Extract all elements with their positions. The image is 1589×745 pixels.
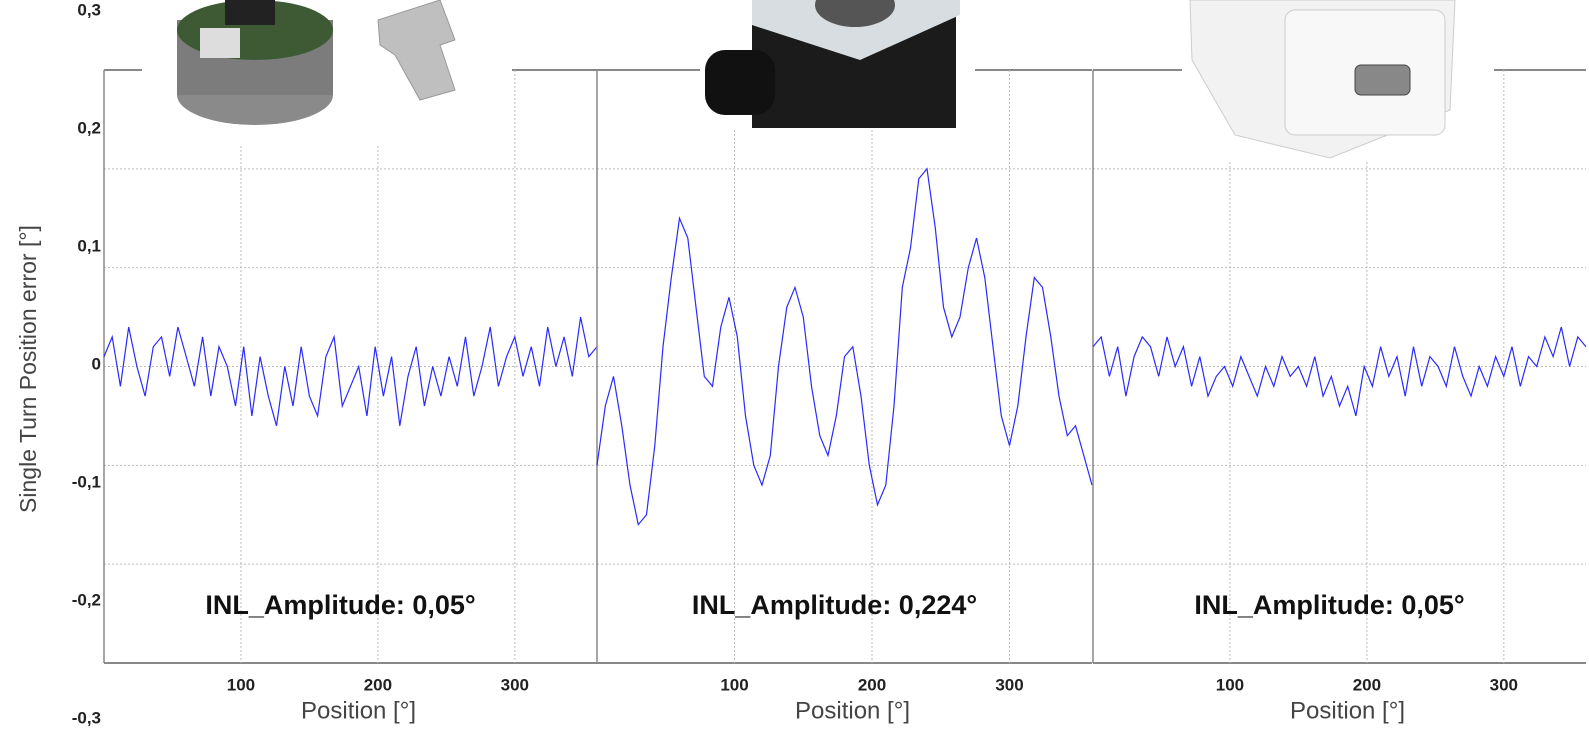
- x-tick-label: 100: [227, 675, 255, 694]
- y-tick-label: -0,1: [72, 472, 101, 491]
- encoder-box-image-part: [1354, 64, 1411, 96]
- x-tick-label: 100: [1216, 675, 1244, 694]
- encoder-pcb-image-part: [200, 28, 240, 58]
- x-tick-label: 300: [501, 675, 529, 694]
- y-tick-label: -0,2: [72, 590, 101, 609]
- y-axis-label: Single Turn Position error [°]: [15, 225, 41, 513]
- x-axis-label: Position [°]: [1290, 697, 1405, 724]
- annotation: INL_Amplitude: 0,05°: [1194, 590, 1464, 620]
- encoder-pcb-image-part: [377, 0, 456, 101]
- encoder-motor-image-part: [815, 0, 895, 27]
- encoder-motor-image: [700, 0, 975, 130]
- annotation: INL_Amplitude: 0,05°: [205, 590, 475, 620]
- y-tick-label: -0,3: [72, 708, 101, 727]
- x-axis-label: Position [°]: [301, 697, 416, 724]
- encoder-box-image: [1182, 0, 1494, 160]
- encoder-pcb-image: [142, 0, 512, 145]
- x-tick-label: 200: [364, 675, 392, 694]
- x-tick-label: 300: [995, 675, 1023, 694]
- y-tick-label: 0: [92, 354, 101, 373]
- y-tick-label: 0,2: [77, 118, 101, 137]
- y-tick-label: 0,1: [77, 236, 101, 255]
- data-line: [1092, 326, 1587, 417]
- x-tick-label: 200: [858, 675, 886, 694]
- data-line: [103, 316, 598, 426]
- encoder-motor-image-part: [752, 0, 960, 60]
- x-tick-label: 200: [1353, 675, 1381, 694]
- encoder-pcb-image-part: [225, 0, 275, 25]
- x-axis-label: Position [°]: [795, 697, 910, 724]
- y-tick-label: 0,3: [77, 0, 101, 19]
- x-tick-label: 300: [1490, 675, 1518, 694]
- encoder-motor-image-part: [705, 50, 775, 115]
- annotation: INL_Amplitude: 0,224°: [692, 590, 977, 620]
- data-line: [596, 167, 1093, 526]
- x-tick-label: 100: [720, 675, 748, 694]
